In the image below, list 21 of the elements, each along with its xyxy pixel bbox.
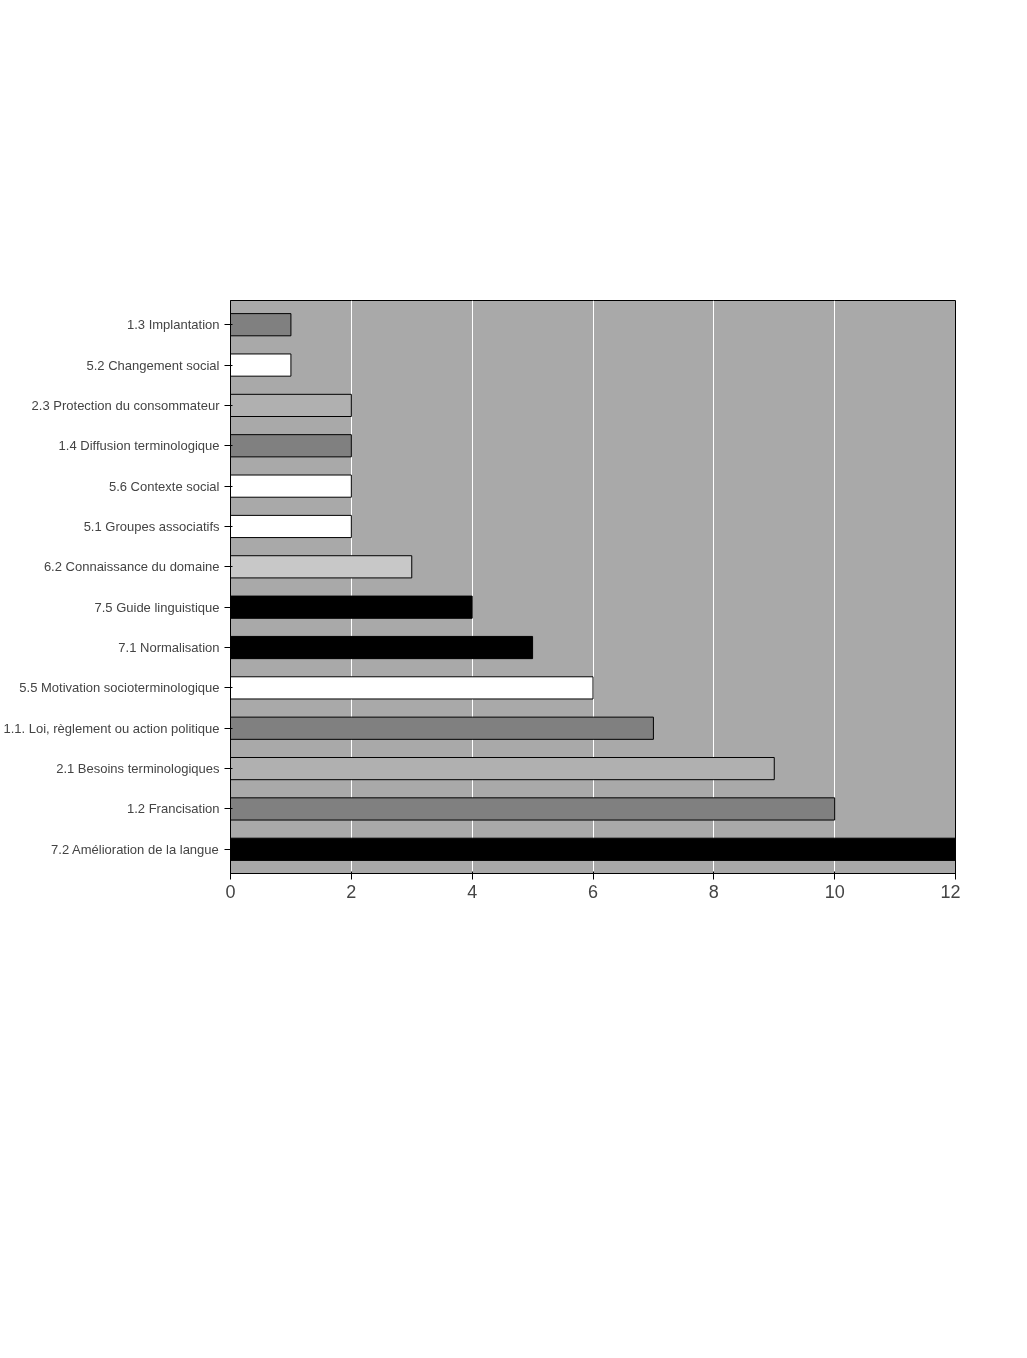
y-tick-label: 1.3 Implantation (127, 317, 220, 333)
y-tick-label: 5.1 Groupes associatifs (83, 518, 220, 534)
x-tick-label: 12 (940, 881, 961, 902)
x-tick-label: 6 (587, 881, 599, 902)
x-tick-label: 2 (346, 881, 357, 902)
x-tick-label: 8 (708, 881, 719, 902)
y-tick-label: 2.3 Protection du consommateur (31, 397, 221, 413)
y-tick-label: 1.4 Diffusion terminologique (58, 438, 220, 454)
y-tick-label: 6.2 Connaissance du domaine (43, 559, 220, 575)
y-tick-label: 5.6 Contexte social (108, 478, 220, 494)
y-tick-label: 1.2 Francisation (127, 801, 220, 817)
y-tick-label: 5.2 Changement social (86, 357, 220, 373)
y-tick-label: 5.5 Motivation socioterminologique (19, 680, 220, 696)
x-tick-label: 4 (467, 881, 478, 902)
x-tick-label: 0 (225, 881, 236, 902)
y-tick-label: 1.1. Loi, règlement ou action politique (3, 720, 220, 736)
y-tick-label: 7.1 Normalisation (118, 640, 220, 656)
x-tick-label: 10 (824, 881, 845, 902)
y-tick-label: 7.5 Guide linguistique (94, 599, 220, 615)
y-tick-label: 2.1 Besoins terminologiques (56, 761, 220, 777)
y-tick-label: 7.2 Amélioration de la langue (51, 841, 219, 857)
